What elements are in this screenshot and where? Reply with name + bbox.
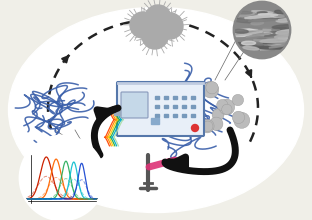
Ellipse shape: [232, 31, 255, 34]
Ellipse shape: [246, 33, 271, 37]
Bar: [173, 104, 177, 108]
Circle shape: [142, 23, 168, 49]
Bar: [182, 104, 186, 108]
Bar: [164, 95, 168, 99]
Ellipse shape: [236, 18, 259, 20]
Ellipse shape: [278, 37, 288, 39]
Ellipse shape: [256, 16, 288, 19]
Ellipse shape: [259, 47, 275, 51]
Circle shape: [232, 94, 244, 106]
Ellipse shape: [248, 19, 277, 22]
Circle shape: [202, 82, 219, 98]
Ellipse shape: [232, 29, 258, 31]
Ellipse shape: [231, 11, 252, 14]
Ellipse shape: [247, 28, 280, 31]
Ellipse shape: [258, 14, 284, 17]
Ellipse shape: [270, 31, 288, 33]
Ellipse shape: [241, 16, 270, 20]
Ellipse shape: [257, 46, 285, 49]
Ellipse shape: [241, 41, 256, 45]
Ellipse shape: [245, 31, 272, 34]
Ellipse shape: [225, 13, 255, 18]
Circle shape: [219, 99, 235, 115]
Bar: [182, 95, 186, 99]
Ellipse shape: [231, 47, 252, 50]
Ellipse shape: [237, 32, 263, 34]
Circle shape: [130, 12, 156, 38]
Bar: [191, 114, 195, 117]
Ellipse shape: [251, 11, 273, 13]
Ellipse shape: [260, 47, 285, 50]
Ellipse shape: [257, 32, 271, 35]
Ellipse shape: [235, 48, 262, 50]
Bar: [164, 114, 168, 117]
Bar: [151, 118, 159, 124]
Ellipse shape: [275, 15, 292, 17]
Ellipse shape: [260, 39, 290, 42]
Ellipse shape: [249, 32, 259, 34]
Ellipse shape: [231, 19, 251, 22]
Bar: [191, 95, 195, 99]
Ellipse shape: [256, 41, 280, 43]
Ellipse shape: [245, 16, 270, 18]
Bar: [155, 114, 159, 117]
Circle shape: [20, 136, 104, 220]
Bar: [164, 104, 168, 108]
Bar: [173, 95, 177, 99]
Ellipse shape: [264, 45, 282, 49]
FancyBboxPatch shape: [121, 92, 148, 118]
Ellipse shape: [256, 38, 267, 42]
Ellipse shape: [257, 12, 267, 13]
Ellipse shape: [276, 29, 296, 34]
Ellipse shape: [233, 29, 248, 33]
Circle shape: [157, 13, 183, 39]
Bar: [191, 104, 195, 108]
Circle shape: [234, 2, 290, 58]
Ellipse shape: [277, 31, 296, 36]
Circle shape: [210, 117, 223, 130]
Circle shape: [232, 111, 245, 124]
Ellipse shape: [254, 43, 267, 45]
Ellipse shape: [8, 7, 304, 213]
Circle shape: [192, 125, 198, 132]
Circle shape: [202, 121, 213, 132]
Ellipse shape: [223, 33, 252, 37]
Ellipse shape: [236, 43, 246, 46]
Ellipse shape: [225, 16, 256, 20]
Ellipse shape: [276, 18, 290, 22]
Ellipse shape: [272, 25, 299, 29]
Ellipse shape: [229, 18, 253, 23]
Ellipse shape: [236, 32, 262, 36]
Circle shape: [234, 112, 250, 128]
Ellipse shape: [265, 40, 282, 42]
Bar: [155, 104, 159, 108]
FancyBboxPatch shape: [117, 82, 204, 136]
Circle shape: [206, 82, 218, 94]
Bar: [173, 114, 177, 117]
Ellipse shape: [234, 18, 260, 23]
Circle shape: [201, 119, 214, 133]
Ellipse shape: [275, 10, 286, 14]
Ellipse shape: [269, 45, 287, 48]
Ellipse shape: [248, 27, 262, 29]
Bar: [155, 95, 159, 99]
Ellipse shape: [264, 32, 295, 37]
Bar: [182, 114, 186, 117]
Ellipse shape: [253, 29, 271, 31]
Ellipse shape: [251, 22, 264, 25]
Ellipse shape: [271, 28, 286, 31]
Ellipse shape: [245, 15, 277, 18]
Ellipse shape: [263, 41, 280, 43]
Circle shape: [217, 99, 228, 111]
Circle shape: [212, 109, 224, 121]
Ellipse shape: [258, 47, 289, 49]
Ellipse shape: [254, 40, 285, 43]
Ellipse shape: [243, 47, 259, 50]
Bar: [114, 107, 120, 115]
Ellipse shape: [236, 31, 258, 35]
Circle shape: [222, 104, 232, 115]
Ellipse shape: [275, 35, 291, 38]
Circle shape: [145, 5, 171, 31]
Ellipse shape: [246, 43, 264, 46]
